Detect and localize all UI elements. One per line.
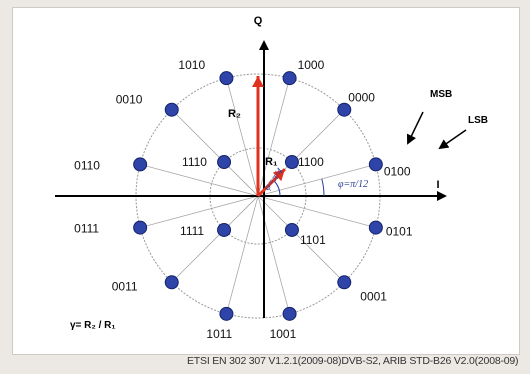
point-label: 0010 (116, 93, 143, 107)
constellation-point (337, 275, 352, 290)
r1-vector-head (272, 169, 285, 182)
r1-label: R₁ (265, 156, 278, 168)
point-label: 1111 (180, 224, 204, 238)
point-label: 0000 (348, 91, 375, 105)
lsb-label: LSB (468, 115, 488, 126)
spoke (171, 195, 259, 283)
point-label: 1011 (206, 327, 232, 341)
point-label: 0011 (112, 279, 138, 293)
spoke (257, 195, 376, 228)
constellation-point (217, 222, 232, 237)
msb-label: MSB (430, 89, 452, 100)
point-label: 0110 (74, 158, 100, 172)
source-caption: ETSI EN 302 307 V1.2.1(2009-08)DVB-S2, A… (187, 355, 519, 367)
point-label: 1110 (182, 155, 207, 169)
point-label: 1101 (300, 233, 326, 247)
point-label: 0111 (74, 222, 99, 236)
point-label: 1010 (178, 58, 205, 72)
constellation-point (368, 220, 383, 235)
diagram-panel (12, 7, 520, 355)
spoke (226, 78, 259, 197)
spoke (140, 164, 259, 197)
msb-arrow (406, 111, 424, 145)
spoke (226, 195, 259, 314)
spoke (171, 109, 259, 197)
spoke (140, 195, 259, 228)
r2-label: R₂ (228, 108, 241, 120)
point-label: 1001 (270, 327, 297, 341)
constellation-point (282, 306, 297, 321)
constellation-point (219, 306, 234, 321)
constellation-point (337, 102, 352, 117)
constellation-point (219, 71, 234, 86)
angle-label-inner: φ=π/4 (262, 166, 286, 193)
spoke (257, 195, 290, 314)
constellation-point (133, 157, 148, 172)
lsb-arrow (438, 129, 467, 150)
q-axis-label: Q (254, 15, 263, 27)
point-label: 0100 (384, 164, 411, 178)
spoke (257, 195, 345, 283)
r2-vector-head (252, 76, 264, 87)
constellation-point (217, 155, 232, 170)
constellation-point (282, 71, 297, 86)
point-label: 1100 (298, 155, 324, 169)
gamma-formula: γ= R₂ / R₁ (70, 320, 116, 331)
constellation-point (368, 157, 383, 172)
constellation-point (133, 220, 148, 235)
angle-arc-outer (321, 178, 325, 197)
point-label: 0001 (360, 289, 387, 303)
point-label: 1000 (298, 58, 325, 72)
i-axis-label: I (436, 179, 439, 191)
point-label: 0101 (386, 225, 413, 239)
spoke (257, 164, 376, 197)
angle-label-outer: φ=π/12 (338, 179, 368, 190)
constellation-point (164, 275, 179, 290)
constellation-point (164, 102, 179, 117)
constellation-point (284, 222, 299, 237)
constellation-point (284, 155, 299, 170)
